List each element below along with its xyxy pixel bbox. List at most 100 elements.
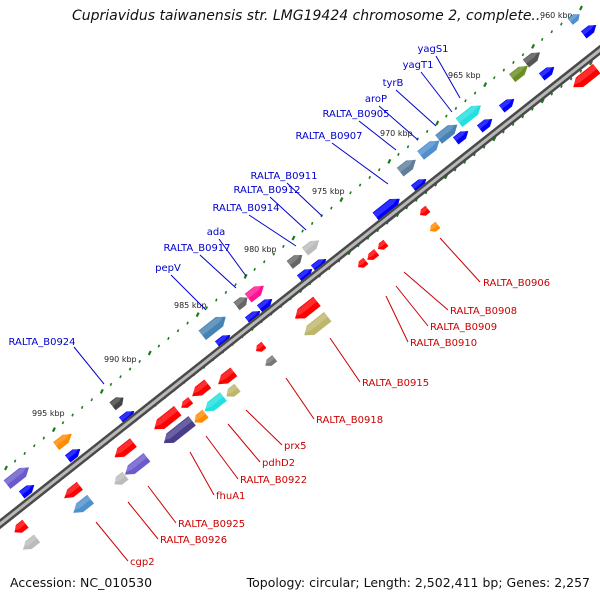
leader-line (395, 89, 437, 127)
reverse-gene-block (123, 453, 151, 475)
forward-gene-label: yagT1 (403, 60, 434, 71)
leader-line (285, 377, 315, 420)
leader-line (127, 501, 159, 540)
forward-arrow (410, 177, 427, 193)
forward-arrow (538, 65, 555, 81)
forward-tick (330, 206, 333, 210)
reverse-gene-block (429, 221, 441, 232)
reverse-gene-label: RALTA_B0926 (160, 535, 227, 546)
forward-tick (33, 444, 36, 448)
forward-tick (263, 260, 266, 264)
forward-tick (80, 405, 84, 409)
forward-arrow (18, 483, 35, 499)
forward-tick (253, 267, 256, 271)
leader-line (358, 120, 397, 151)
reverse-gene-block (190, 379, 212, 397)
forward-tick (473, 91, 477, 95)
forward-tick (579, 5, 583, 11)
forward-arrow (256, 297, 273, 313)
reverse-gene-block (113, 438, 137, 458)
tick-label: 985 kbp (174, 301, 207, 310)
forward-tick (234, 283, 237, 287)
forward-gene-label: yagS1 (417, 44, 448, 55)
reverse-gene-block (162, 416, 196, 444)
forward-tick (454, 106, 458, 110)
forward-tick (243, 273, 248, 279)
forward-gene-block (509, 64, 528, 83)
leader-line (403, 271, 449, 311)
reverse-tick (569, 77, 573, 81)
forward-tick (435, 120, 440, 126)
reverse-gene-block (13, 519, 29, 533)
reverse-gene-label: prx5 (284, 441, 306, 452)
leader-line (170, 274, 207, 311)
forward-tick (157, 344, 161, 348)
forward-arrow (580, 23, 597, 39)
reverse-tick (531, 107, 534, 111)
tick-label: 980 kbp (244, 245, 277, 254)
forward-tick (61, 421, 65, 425)
reverse-gene-block (225, 383, 241, 397)
forward-tick (291, 235, 296, 241)
forward-tick (531, 43, 536, 49)
forward-gene-label: ada (207, 227, 226, 238)
forward-tick (282, 244, 285, 248)
reverse-tick (550, 92, 554, 96)
leader-line (286, 182, 323, 217)
forward-tick (445, 114, 448, 118)
leader-line (420, 71, 453, 113)
forward-gene-label: RALTA_B0914 (212, 203, 279, 214)
forward-gene-block (233, 296, 248, 311)
forward-tick (186, 321, 189, 325)
leader-line (385, 295, 409, 343)
forward-gene-block (53, 432, 72, 451)
forward-tick (205, 306, 208, 310)
forward-tick (550, 30, 553, 34)
forward-gene-label: RALTA_B0907 (295, 131, 362, 142)
forward-tick (425, 129, 429, 133)
forward-tick (176, 329, 180, 333)
forward-tick (272, 252, 276, 256)
reverse-gene-block (293, 296, 321, 319)
leader-line (205, 435, 239, 480)
forward-arrow (452, 129, 469, 145)
forward-tick (493, 76, 496, 80)
forward-arrow (118, 409, 135, 425)
reverse-gene-block (357, 257, 369, 268)
reverse-gene-label: pdhD2 (262, 458, 295, 469)
leader-line (199, 254, 237, 289)
reverse-tick (482, 145, 486, 149)
reverse-gene-block (203, 392, 227, 412)
forward-tick (358, 183, 362, 187)
forward-gene-block (286, 253, 303, 269)
forward-gene-block (522, 50, 541, 68)
forward-gene-label: RALTA_B0905 (322, 109, 389, 120)
leader-line (269, 196, 307, 231)
forward-tick (109, 382, 113, 386)
topology-text: Topology: circular; Length: 2,502,411 bp… (246, 575, 590, 590)
forward-tick (397, 152, 400, 156)
reverse-tick (589, 60, 593, 66)
chromosome-backbone (0, 44, 600, 530)
reverse-tick (521, 115, 525, 119)
forward-tick (378, 168, 381, 172)
reverse-gene-label: RALTA_B0915 (362, 378, 429, 389)
reverse-gene-block (571, 63, 600, 88)
leader-line (248, 214, 297, 247)
reverse-gene-block (62, 481, 83, 499)
forward-gene-label: RALTA_B0911 (250, 171, 317, 182)
forward-tick (310, 221, 314, 225)
forward-gene-block (435, 122, 458, 144)
reverse-gene-block (419, 205, 431, 216)
forward-tick (167, 336, 170, 340)
forward-tick (42, 436, 46, 440)
forward-gene-block (372, 196, 400, 223)
forward-arrow (214, 333, 231, 349)
leader-line (227, 423, 261, 463)
reverse-gene-label: RALTA_B0906 (483, 278, 550, 289)
forward-tick (128, 367, 132, 371)
forward-tick (215, 298, 218, 302)
forward-arrow (64, 447, 81, 463)
